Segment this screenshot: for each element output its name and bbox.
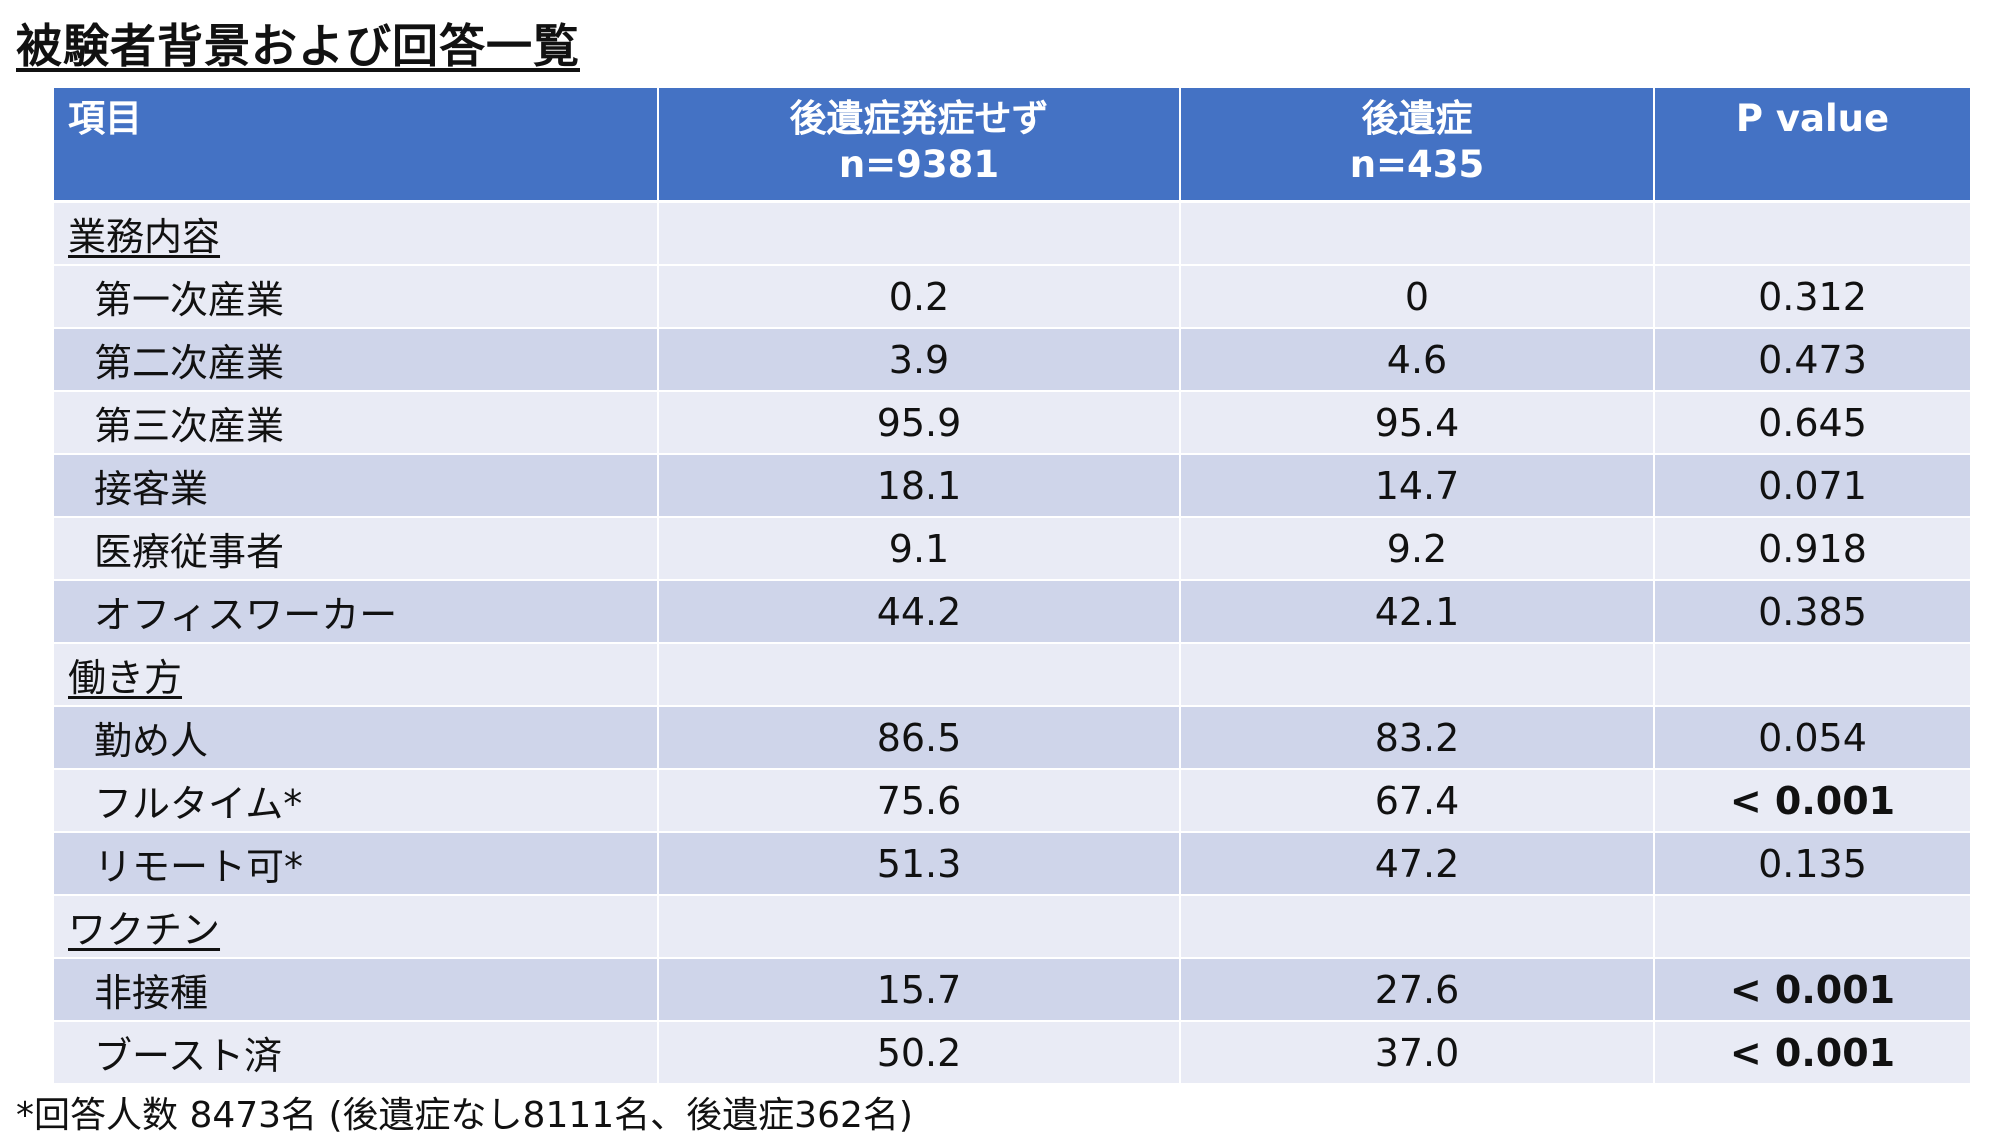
footnote: *回答人数 8473名 (後遺症なし8111名、後遺症362名) bbox=[16, 1095, 913, 1136]
value-sequelae bbox=[1180, 201, 1655, 266]
p-value-significant: < 0.001 bbox=[1654, 958, 1970, 1022]
p-value: 0.135 bbox=[1654, 832, 1970, 896]
p-value: 0.473 bbox=[1654, 328, 1970, 392]
p-value-significant: < 0.001 bbox=[1654, 769, 1970, 833]
row-label: ブースト済 bbox=[54, 1021, 659, 1085]
row-label: 第三次産業 bbox=[54, 391, 659, 455]
row-label: 勤め人 bbox=[54, 706, 659, 770]
table-row: ブースト済 50.2 37.0 < 0.001 bbox=[54, 1021, 1970, 1085]
table-row: 医療従事者 9.1 9.2 0.918 bbox=[54, 517, 1970, 581]
table-row: リモート可* 51.3 47.2 0.135 bbox=[54, 832, 1970, 896]
table-row-category: 業務内容 bbox=[54, 201, 1970, 266]
header-sequelae-n: n=435 bbox=[1349, 143, 1485, 186]
value-no-sequelae bbox=[658, 201, 1181, 266]
value-no-sequelae: 75.6 bbox=[658, 769, 1181, 833]
header-no-sequelae-label: 後遺症発症せず bbox=[789, 97, 1049, 140]
p-value bbox=[1654, 643, 1970, 707]
p-value: 0.071 bbox=[1654, 454, 1970, 518]
p-value: 0.385 bbox=[1654, 580, 1970, 644]
header-p-value: P value bbox=[1654, 88, 1970, 203]
header-item: 項目 bbox=[54, 88, 659, 203]
value-no-sequelae: 9.1 bbox=[658, 517, 1181, 581]
value-sequelae: 27.6 bbox=[1180, 958, 1655, 1022]
table-row: 第三次産業 95.9 95.4 0.645 bbox=[54, 391, 1970, 455]
page-title: 被験者背景および回答一覧 bbox=[16, 19, 580, 73]
table-row-category: 働き方 bbox=[54, 643, 1970, 707]
table-row: 勤め人 86.5 83.2 0.054 bbox=[54, 706, 1970, 770]
header-no-sequelae: 後遺症発症せず n=9381 bbox=[658, 88, 1181, 203]
table-row: フルタイム* 75.6 67.4 < 0.001 bbox=[54, 769, 1970, 833]
p-value bbox=[1654, 895, 1970, 959]
header-no-sequelae-n: n=9381 bbox=[838, 143, 1000, 186]
value-no-sequelae bbox=[658, 643, 1181, 707]
value-no-sequelae: 0.2 bbox=[658, 265, 1181, 329]
row-label: 医療従事者 bbox=[54, 517, 659, 581]
header-sequelae: 後遺症 n=435 bbox=[1180, 88, 1655, 203]
table-row: 接客業 18.1 14.7 0.071 bbox=[54, 454, 1970, 518]
value-sequelae: 95.4 bbox=[1180, 391, 1655, 455]
value-sequelae bbox=[1180, 643, 1655, 707]
value-no-sequelae: 50.2 bbox=[658, 1021, 1181, 1085]
p-value: 0.918 bbox=[1654, 517, 1970, 581]
category-label: ワクチン bbox=[54, 895, 659, 959]
p-value: 0.645 bbox=[1654, 391, 1970, 455]
row-label: リモート可* bbox=[54, 832, 659, 896]
p-value-significant: < 0.001 bbox=[1654, 1021, 1970, 1085]
table-row: 第二次産業 3.9 4.6 0.473 bbox=[54, 328, 1970, 392]
value-no-sequelae: 44.2 bbox=[658, 580, 1181, 644]
value-no-sequelae: 86.5 bbox=[658, 706, 1181, 770]
value-sequelae: 9.2 bbox=[1180, 517, 1655, 581]
value-no-sequelae: 3.9 bbox=[658, 328, 1181, 392]
value-no-sequelae: 95.9 bbox=[658, 391, 1181, 455]
category-label: 業務内容 bbox=[54, 201, 659, 266]
p-value bbox=[1654, 201, 1970, 266]
header-sequelae-label: 後遺症 bbox=[1361, 97, 1473, 140]
value-no-sequelae: 51.3 bbox=[658, 832, 1181, 896]
category-label: 働き方 bbox=[54, 643, 659, 707]
p-value: 0.054 bbox=[1654, 706, 1970, 770]
value-sequelae: 67.4 bbox=[1180, 769, 1655, 833]
value-no-sequelae: 15.7 bbox=[658, 958, 1181, 1022]
table-row-category: ワクチン bbox=[54, 895, 1970, 959]
table-row: 第一次産業 0.2 0 0.312 bbox=[54, 265, 1970, 329]
results-table: 項目 後遺症発症せず n=9381 後遺症 n=435 P value 業務内容… bbox=[54, 88, 1970, 1085]
value-sequelae: 47.2 bbox=[1180, 832, 1655, 896]
table-header-row: 項目 後遺症発症せず n=9381 後遺症 n=435 P value bbox=[54, 88, 1970, 203]
value-sequelae: 37.0 bbox=[1180, 1021, 1655, 1085]
value-sequelae: 14.7 bbox=[1180, 454, 1655, 518]
value-sequelae: 0 bbox=[1180, 265, 1655, 329]
value-sequelae: 83.2 bbox=[1180, 706, 1655, 770]
row-label: フルタイム* bbox=[54, 769, 659, 833]
row-label: 第二次産業 bbox=[54, 328, 659, 392]
value-sequelae: 42.1 bbox=[1180, 580, 1655, 644]
table-row: 非接種 15.7 27.6 < 0.001 bbox=[54, 958, 1970, 1022]
row-label: 接客業 bbox=[54, 454, 659, 518]
value-sequelae: 4.6 bbox=[1180, 328, 1655, 392]
p-value: 0.312 bbox=[1654, 265, 1970, 329]
value-sequelae bbox=[1180, 895, 1655, 959]
row-label: オフィスワーカー bbox=[54, 580, 659, 644]
table-row: オフィスワーカー 44.2 42.1 0.385 bbox=[54, 580, 1970, 644]
value-no-sequelae bbox=[658, 895, 1181, 959]
value-no-sequelae: 18.1 bbox=[658, 454, 1181, 518]
row-label: 非接種 bbox=[54, 958, 659, 1022]
row-label: 第一次産業 bbox=[54, 265, 659, 329]
